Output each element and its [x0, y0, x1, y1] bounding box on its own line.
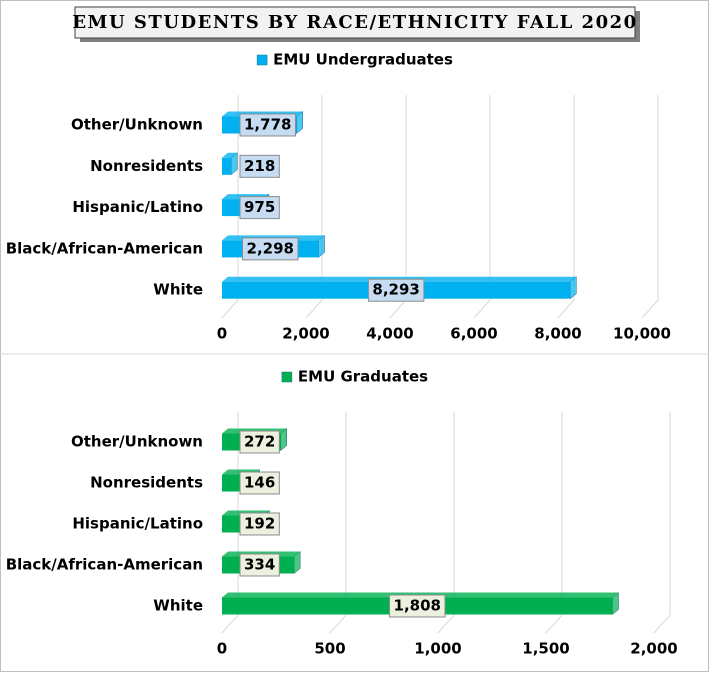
y-tick-label: Hispanic/Latino [72, 515, 203, 533]
grid-line [437, 412, 455, 634]
x-tick-label: 2,000 [630, 640, 677, 658]
data-label-box [239, 471, 280, 495]
title-box [74, 6, 636, 39]
data-label-box [239, 113, 296, 137]
data-label-box [239, 154, 280, 178]
data-label: 1,808 [394, 597, 441, 615]
y-tick-label: White [153, 281, 203, 299]
legend-label: EMU Graduates [298, 368, 428, 386]
data-label: 146 [244, 474, 275, 492]
y-tick-label: Black/African-American [6, 239, 203, 257]
x-tick-label: 1,500 [522, 640, 569, 658]
y-tick-label: White [153, 597, 203, 615]
legend-label: EMU Undergraduates [273, 51, 453, 69]
data-label: 1,778 [244, 116, 291, 134]
bar-top [222, 152, 238, 158]
y-tick-label: Other/Unknown [71, 433, 203, 451]
x-tick-label: 4,000 [366, 325, 413, 343]
x-tick-label: 0 [217, 325, 227, 343]
data-label: 272 [244, 433, 275, 451]
grid-line [305, 95, 323, 319]
x-tick-label: 10,000 [613, 325, 671, 343]
grid-line [329, 412, 347, 634]
data-label-box [389, 594, 446, 618]
data-label-box [239, 196, 280, 220]
grid-line [221, 95, 239, 319]
data-label: 8,293 [372, 281, 419, 299]
data-label: 192 [244, 515, 275, 533]
x-tick-label: 0 [217, 640, 227, 658]
bar-depth [293, 550, 301, 575]
data-label: 975 [244, 198, 275, 216]
x-tick-label: 2,000 [282, 325, 329, 343]
legend-swatch [281, 371, 293, 383]
data-label-box [239, 553, 280, 577]
y-tick-label: Black/African-American [6, 556, 203, 574]
data-label: 2,298 [247, 239, 294, 257]
chart-title: EMU STUDENTS BY RACE/ETHNICITY FALL 2020 [72, 12, 637, 33]
data-label-box [239, 512, 280, 536]
data-label-box [242, 237, 299, 261]
bar [222, 157, 232, 175]
y-tick-label: Hispanic/Latino [72, 198, 203, 216]
grid-line [641, 95, 659, 319]
data-label: 218 [244, 157, 275, 175]
data-label-box [239, 430, 280, 454]
y-tick-label: Nonresidents [90, 157, 203, 175]
data-label-box [367, 278, 425, 302]
grid-line [653, 412, 671, 634]
y-tick-label: Other/Unknown [71, 116, 203, 134]
grid-line [545, 412, 563, 634]
legend-swatch [256, 54, 268, 66]
x-tick-label: 8,000 [534, 325, 581, 343]
grid-line [557, 95, 575, 319]
grid-line [473, 95, 491, 319]
x-tick-label: 500 [314, 640, 345, 658]
x-tick-label: 1,000 [414, 640, 461, 658]
x-tick-label: 6,000 [450, 325, 497, 343]
data-label: 334 [244, 556, 275, 574]
y-tick-label: Nonresidents [90, 474, 203, 492]
